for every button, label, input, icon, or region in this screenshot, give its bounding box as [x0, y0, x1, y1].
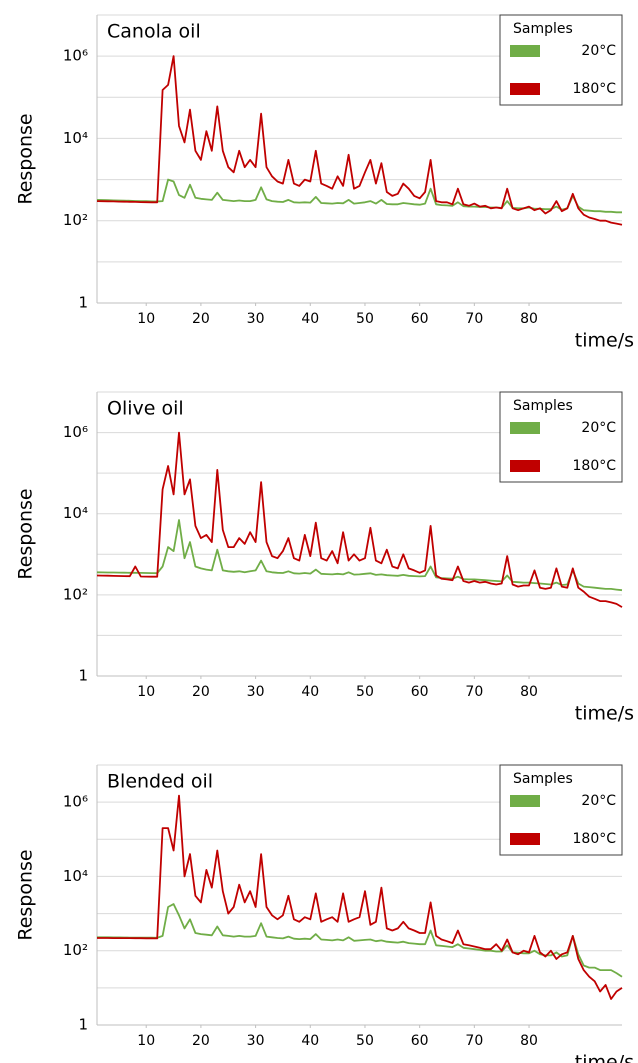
panel: 1 10² 10⁴ 10⁶ 10 20 30 40 50 60 70 80 time/s Response…: [15, 391, 634, 725]
y-tick-label: 1: [78, 294, 88, 312]
y-tick-label: 10⁴: [63, 867, 88, 885]
legend-title: Samples: [513, 771, 573, 787]
legend-swatch: [510, 460, 540, 472]
x-tick-label: 40: [301, 1033, 319, 1049]
x-tick-label: 50: [356, 684, 374, 700]
legend-title: Samples: [513, 21, 573, 37]
x-tick-label: 80: [520, 311, 538, 327]
y-tick-label: 1: [78, 667, 88, 685]
x-tick-label: 10: [137, 684, 155, 700]
x-tick-label: 70: [465, 311, 483, 327]
x-tick-label: 60: [411, 311, 429, 327]
x-tick-label: 10: [137, 311, 155, 327]
y-tick-label: 10⁶: [63, 47, 88, 65]
x-tick-label: 20: [192, 311, 210, 327]
x-tick-label: 10: [137, 1033, 155, 1049]
x-axis-label: time/s: [575, 1052, 634, 1063]
legend-title: Samples: [513, 398, 573, 414]
series-line: [97, 794, 623, 1000]
x-tick-label: 20: [192, 684, 210, 700]
x-tick-label: 50: [356, 1033, 374, 1049]
legend-label: 20°C: [581, 793, 616, 809]
panel-title: Blended oil: [107, 771, 213, 793]
y-tick-label: 1: [78, 1016, 88, 1034]
y-tick-label: 10²: [63, 941, 88, 959]
x-tick-label: 70: [465, 1033, 483, 1049]
x-tick-label: 30: [247, 311, 265, 327]
panel-title: Canola oil: [107, 21, 201, 43]
y-axis-label: Response: [15, 113, 37, 204]
panel: 1 10² 10⁴ 10⁶ 10 20 30 40 50 60 70 80 time/s Response…: [15, 764, 634, 1063]
x-tick-label: 40: [301, 684, 319, 700]
y-axis-label: Response: [15, 488, 37, 579]
legend-label: 180°C: [573, 81, 617, 97]
panel: 1 10² 10⁴ 10⁶ 10 20 30 40 50 60 70 80 time/s Response…: [15, 14, 634, 352]
y-tick-label: 10⁶: [63, 793, 88, 811]
series-line: [96, 431, 623, 608]
series-line: [96, 178, 622, 214]
legend-swatch: [510, 795, 540, 807]
x-tick-label: 70: [465, 684, 483, 700]
x-tick-label: 60: [411, 684, 429, 700]
y-tick-label: 10⁴: [63, 129, 88, 147]
x-tick-label: 20: [192, 1033, 210, 1049]
y-tick-label: 10⁶: [63, 423, 88, 441]
y-axis-label: Response: [15, 849, 37, 940]
legend-label: 180°C: [573, 458, 617, 474]
legend-label: 20°C: [581, 420, 616, 436]
y-tick-label: 10²: [63, 211, 88, 229]
legend-swatch: [510, 422, 540, 434]
y-tick-label: 10⁴: [63, 504, 88, 522]
y-tick-label: 10²: [63, 585, 88, 603]
legend-label: 20°C: [581, 43, 616, 59]
x-tick-label: 50: [356, 311, 374, 327]
panel-title: Olive oil: [107, 398, 184, 420]
x-tick-label: 40: [301, 311, 319, 327]
x-tick-label: 80: [520, 1033, 538, 1049]
x-axis-label: time/s: [575, 330, 634, 352]
series-line: [96, 519, 623, 592]
x-tick-label: 60: [411, 1033, 429, 1049]
x-axis-label: time/s: [575, 703, 634, 725]
legend-box: [499, 391, 623, 483]
x-tick-label: 80: [520, 684, 538, 700]
legend-label: 180°C: [573, 831, 617, 847]
legend-swatch: [510, 833, 540, 845]
x-tick-label: 30: [247, 1033, 265, 1049]
x-tick-label: 30: [247, 684, 265, 700]
series-line: [97, 903, 623, 978]
legend-swatch: [510, 45, 540, 57]
legend-swatch: [510, 83, 540, 95]
series-line: [96, 55, 623, 226]
